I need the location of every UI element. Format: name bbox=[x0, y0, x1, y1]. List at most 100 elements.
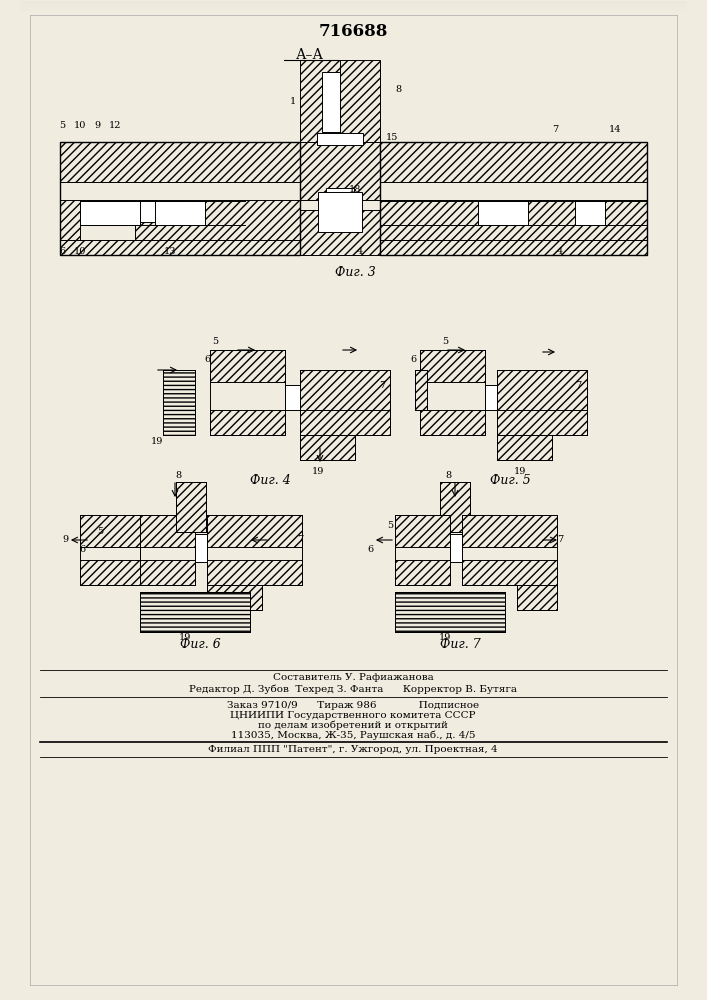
Text: А–А: А–А bbox=[296, 48, 324, 62]
Bar bbox=[80, 515, 140, 585]
Bar bbox=[300, 60, 340, 142]
Bar bbox=[80, 201, 140, 225]
Bar bbox=[497, 410, 587, 435]
Bar bbox=[155, 201, 205, 225]
Bar bbox=[80, 515, 140, 547]
Bar bbox=[80, 222, 135, 240]
Bar bbox=[300, 142, 380, 200]
Bar bbox=[300, 370, 390, 410]
Bar bbox=[450, 534, 462, 562]
Text: Составитель У. Рафиажанова: Составитель У. Рафиажанова bbox=[273, 674, 433, 682]
Text: по делам изобретений и открытий: по делам изобретений и открытий bbox=[258, 720, 448, 730]
Text: 14: 14 bbox=[609, 125, 621, 134]
Text: Редактор Д. Зубов  Техред З. Фанта      Корректор В. Бутяга: Редактор Д. Зубов Техред З. Фанта Коррек… bbox=[189, 684, 517, 694]
Bar bbox=[575, 201, 605, 225]
Bar bbox=[300, 435, 355, 460]
Bar bbox=[462, 515, 557, 585]
Text: 12: 12 bbox=[109, 120, 121, 129]
Bar bbox=[300, 410, 390, 435]
Bar bbox=[462, 515, 557, 547]
Bar bbox=[163, 390, 178, 435]
Bar bbox=[415, 370, 427, 410]
Text: 5: 5 bbox=[59, 120, 65, 129]
Bar bbox=[395, 515, 450, 585]
Text: 6: 6 bbox=[410, 356, 416, 364]
Text: Фиг. 3: Фиг. 3 bbox=[334, 265, 375, 278]
Bar bbox=[380, 142, 647, 255]
Bar bbox=[285, 385, 300, 410]
Text: 7: 7 bbox=[297, 536, 303, 544]
Bar bbox=[497, 435, 552, 460]
Bar bbox=[163, 370, 195, 390]
Text: 9: 9 bbox=[94, 120, 100, 129]
Text: 7: 7 bbox=[552, 125, 558, 134]
Bar bbox=[517, 585, 557, 610]
Text: Фиг. 6: Фиг. 6 bbox=[180, 639, 221, 652]
Bar bbox=[478, 201, 528, 225]
Bar bbox=[415, 370, 427, 410]
Text: 10: 10 bbox=[74, 247, 86, 256]
Bar bbox=[340, 60, 380, 142]
Bar bbox=[497, 370, 587, 410]
Bar bbox=[176, 482, 206, 532]
Text: 8: 8 bbox=[445, 471, 451, 480]
Text: 6: 6 bbox=[204, 356, 210, 364]
Bar bbox=[420, 350, 485, 382]
Text: 5: 5 bbox=[387, 520, 393, 530]
Text: 19: 19 bbox=[514, 468, 526, 477]
Bar bbox=[210, 350, 285, 435]
Text: 9: 9 bbox=[62, 536, 68, 544]
Bar bbox=[163, 370, 195, 435]
Bar bbox=[485, 385, 497, 410]
Bar bbox=[395, 592, 505, 632]
Bar bbox=[300, 370, 390, 435]
Text: 13: 13 bbox=[164, 247, 176, 256]
Bar bbox=[140, 200, 190, 222]
Bar bbox=[380, 240, 647, 255]
Bar bbox=[380, 142, 647, 182]
Bar bbox=[395, 592, 505, 632]
Bar bbox=[60, 240, 300, 255]
Bar bbox=[326, 200, 334, 212]
Bar bbox=[140, 560, 195, 585]
Bar bbox=[163, 370, 195, 435]
Text: Заказ 9710/9      Тираж 986             Подписное: Заказ 9710/9 Тираж 986 Подписное bbox=[227, 700, 479, 710]
Text: 19: 19 bbox=[179, 634, 191, 643]
Text: Фиг. 4: Фиг. 4 bbox=[250, 474, 291, 487]
Text: 7: 7 bbox=[379, 380, 385, 389]
Bar bbox=[207, 560, 302, 585]
Bar bbox=[318, 192, 362, 232]
Bar bbox=[140, 592, 250, 632]
Bar bbox=[80, 560, 140, 585]
Bar bbox=[195, 534, 207, 562]
Text: 1: 1 bbox=[290, 98, 296, 106]
Bar bbox=[440, 482, 470, 532]
Bar bbox=[517, 585, 557, 610]
Text: 18: 18 bbox=[349, 186, 361, 194]
Bar bbox=[207, 515, 302, 585]
Text: 10: 10 bbox=[74, 120, 86, 129]
Bar bbox=[207, 585, 262, 610]
Text: Филиал ППП "Патент", г. Ужгород, ул. Проектная, 4: Филиал ППП "Патент", г. Ужгород, ул. Про… bbox=[208, 746, 498, 754]
Bar bbox=[60, 200, 300, 240]
Text: 19: 19 bbox=[439, 634, 451, 643]
Text: 4: 4 bbox=[357, 247, 363, 256]
Bar bbox=[395, 515, 450, 547]
Bar bbox=[140, 515, 195, 585]
Text: 6: 6 bbox=[367, 546, 373, 554]
Bar bbox=[300, 210, 380, 255]
Bar bbox=[395, 560, 450, 585]
Text: 8: 8 bbox=[395, 86, 401, 95]
Bar bbox=[140, 515, 195, 547]
Text: 7: 7 bbox=[557, 536, 563, 544]
Bar bbox=[60, 142, 300, 182]
Text: 8: 8 bbox=[175, 471, 181, 480]
Bar bbox=[497, 435, 552, 460]
Text: 19: 19 bbox=[312, 468, 325, 477]
Text: 113035, Москва, Ж-35, Раушская наб., д. 4/5: 113035, Москва, Ж-35, Раушская наб., д. … bbox=[230, 730, 475, 740]
Bar bbox=[80, 200, 135, 222]
Bar bbox=[380, 200, 647, 240]
Text: 15: 15 bbox=[386, 133, 398, 142]
Text: ЦНИИПИ Государственного комитета СССР: ЦНИИПИ Государственного комитета СССР bbox=[230, 710, 476, 720]
Text: 6: 6 bbox=[59, 247, 65, 256]
